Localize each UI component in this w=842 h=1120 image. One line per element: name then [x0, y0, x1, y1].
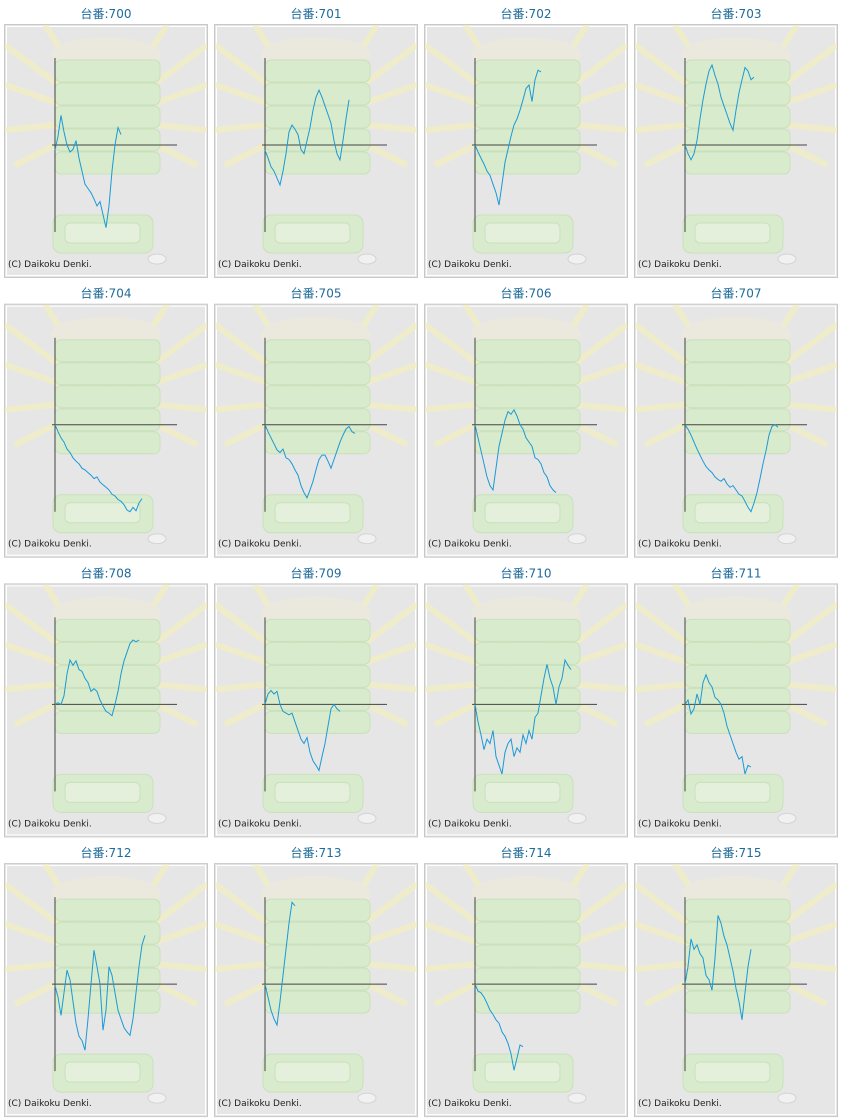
data-line: [684, 424, 779, 513]
chart-inner: [6, 26, 206, 276]
copyright: (C) Daikoku Denki.: [218, 540, 302, 550]
chart-title: 台番:702: [501, 6, 552, 21]
chart-title: 台番:712: [81, 845, 132, 860]
data-line: [54, 115, 122, 228]
chart-inner: [636, 585, 836, 836]
copyright: (C) Daikoku Denki.: [638, 540, 722, 550]
copyright: (C) Daikoku Denki.: [428, 819, 512, 829]
chart-inner: [6, 305, 206, 556]
data-line: [474, 69, 542, 206]
data-line: [474, 983, 524, 1071]
copyright: (C) Daikoku Denki.: [8, 260, 92, 270]
copyright: (C) Daikoku Denki.: [218, 819, 302, 829]
chart-title: 台番:714: [501, 845, 552, 860]
copyright: (C) Daikoku Denki.: [218, 260, 302, 270]
chart-inner: [216, 305, 416, 556]
copyright: (C) Daikoku Denki.: [8, 1099, 92, 1109]
data-line: [264, 901, 296, 1027]
copyright: (C) Daikoku Denki.: [638, 819, 722, 829]
data-line: [54, 935, 146, 1051]
chart-inner: [426, 585, 626, 836]
data-line: [474, 408, 557, 493]
data-line: [264, 689, 341, 772]
chart-inner: [636, 26, 836, 276]
data-line: [684, 673, 752, 775]
chart-inner: [636, 305, 836, 556]
data-line: [684, 63, 755, 161]
chart-title: 台番:705: [291, 286, 342, 301]
copyright: (C) Daikoku Denki.: [428, 260, 512, 270]
chart-title: 台番:708: [81, 565, 132, 580]
chart-inner: [6, 585, 206, 836]
copyright: (C) Daikoku Denki.: [638, 1099, 722, 1109]
chart-title: 台番:715: [711, 845, 762, 860]
copyright: (C) Daikoku Denki.: [638, 260, 722, 270]
chart-inner: [426, 865, 626, 1116]
chart-inner: [426, 26, 626, 276]
data-line: [54, 639, 140, 717]
chart-title: 台番:703: [711, 6, 762, 21]
chart-title: 台番:707: [711, 286, 762, 301]
chart-inner: [636, 865, 836, 1116]
chart-title: 台番:709: [291, 565, 342, 580]
chart-inner: [216, 585, 416, 836]
chart-title: 台番:706: [501, 286, 552, 301]
chart-title: 台番:711: [711, 565, 762, 580]
chart-title: 台番:704: [81, 286, 132, 301]
chart-title: 台番:710: [501, 565, 552, 580]
copyright: (C) Daikoku Denki.: [218, 1099, 302, 1109]
data-line: [264, 88, 350, 187]
chart-inner: [426, 305, 626, 556]
copyright: (C) Daikoku Denki.: [8, 819, 92, 829]
chart-inner: [6, 865, 206, 1116]
data-line: [264, 424, 356, 499]
data-line: [684, 915, 752, 1020]
data-line: [54, 424, 143, 513]
chart-title: 台番:700: [81, 6, 132, 21]
chart-title: 台番:713: [291, 845, 342, 860]
chart-title: 台番:701: [291, 6, 342, 21]
copyright: (C) Daikoku Denki.: [428, 1099, 512, 1109]
copyright: (C) Daikoku Denki.: [428, 540, 512, 550]
copyright: (C) Daikoku Denki.: [8, 540, 92, 550]
data-line: [474, 658, 572, 775]
chart-inner: [216, 865, 416, 1116]
chart-inner: [216, 26, 416, 276]
